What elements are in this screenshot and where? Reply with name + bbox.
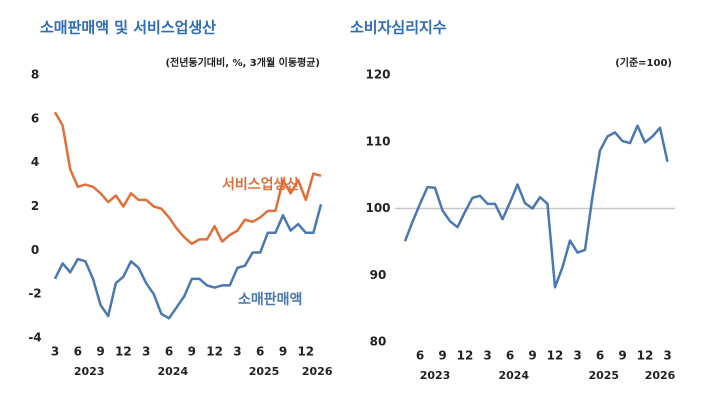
x-tick-label: 12 bbox=[297, 345, 314, 359]
x-tick-label: 3 bbox=[142, 345, 150, 359]
y-tick-label: 120 bbox=[365, 68, 390, 82]
x-tick-label: 9 bbox=[528, 349, 536, 363]
x-tick-label: 9 bbox=[279, 345, 287, 359]
y-tick-label: 0 bbox=[31, 243, 39, 257]
x-tick-label: 12 bbox=[115, 345, 132, 359]
series-line bbox=[403, 124, 669, 289]
x-tick-label: 9 bbox=[96, 345, 104, 359]
x-tick-label: 3 bbox=[663, 349, 671, 363]
y-tick-label: 2 bbox=[31, 199, 39, 213]
x-group-label: 2024 bbox=[498, 369, 529, 382]
x-group-label: 2023 bbox=[420, 369, 451, 382]
x-group-label: 2026 bbox=[645, 369, 676, 382]
x-tick-label: 12 bbox=[457, 349, 474, 363]
chart-subtitle: (기준=100) bbox=[615, 56, 672, 69]
y-tick-label: -2 bbox=[28, 287, 41, 301]
x-tick-label: 3 bbox=[51, 345, 59, 359]
series-label: 서비스업생산 bbox=[222, 176, 299, 193]
x-tick-label: 9 bbox=[618, 349, 626, 363]
chart-subtitle: (전년동기대비, %, 3개월 이동평균) bbox=[165, 56, 320, 69]
y-tick-label: 8 bbox=[31, 68, 39, 82]
y-tick-label: 6 bbox=[31, 111, 39, 125]
series-label: 소매판매액 bbox=[238, 291, 302, 308]
x-group-label: 2025 bbox=[588, 369, 619, 382]
x-tick-label: 9 bbox=[188, 345, 196, 359]
y-tick-label: 80 bbox=[370, 335, 387, 349]
series-line bbox=[53, 111, 322, 246]
x-tick-label: 12 bbox=[637, 349, 654, 363]
chart-title: 소비자심리지수 bbox=[350, 19, 447, 37]
x-tick-label: 6 bbox=[165, 345, 173, 359]
chart-title: 소매판매액 및 서비스업생산 bbox=[40, 19, 216, 37]
x-tick-label: 6 bbox=[596, 349, 604, 363]
x-tick-label: 3 bbox=[573, 349, 581, 363]
x-group-label: 2023 bbox=[74, 365, 105, 378]
x-tick-label: 12 bbox=[206, 345, 223, 359]
series-line bbox=[53, 203, 323, 320]
y-tick-label: 110 bbox=[365, 134, 390, 148]
y-tick-label: 4 bbox=[31, 155, 39, 169]
x-tick-label: 6 bbox=[256, 345, 264, 359]
x-tick-label: 6 bbox=[416, 349, 424, 363]
x-group-label: 2025 bbox=[249, 365, 280, 378]
x-tick-label: 6 bbox=[506, 349, 514, 363]
x-tick-label: 6 bbox=[74, 345, 82, 359]
x-group-label: 2026 bbox=[302, 365, 333, 378]
y-tick-label: -4 bbox=[28, 331, 41, 345]
x-tick-label: 3 bbox=[483, 349, 491, 363]
x-tick-label: 3 bbox=[233, 345, 241, 359]
x-tick-label: 9 bbox=[438, 349, 446, 363]
y-tick-label: 90 bbox=[370, 268, 387, 282]
x-tick-label: 12 bbox=[547, 349, 564, 363]
x-group-label: 2024 bbox=[157, 365, 188, 378]
y-tick-label: 100 bbox=[365, 201, 390, 215]
